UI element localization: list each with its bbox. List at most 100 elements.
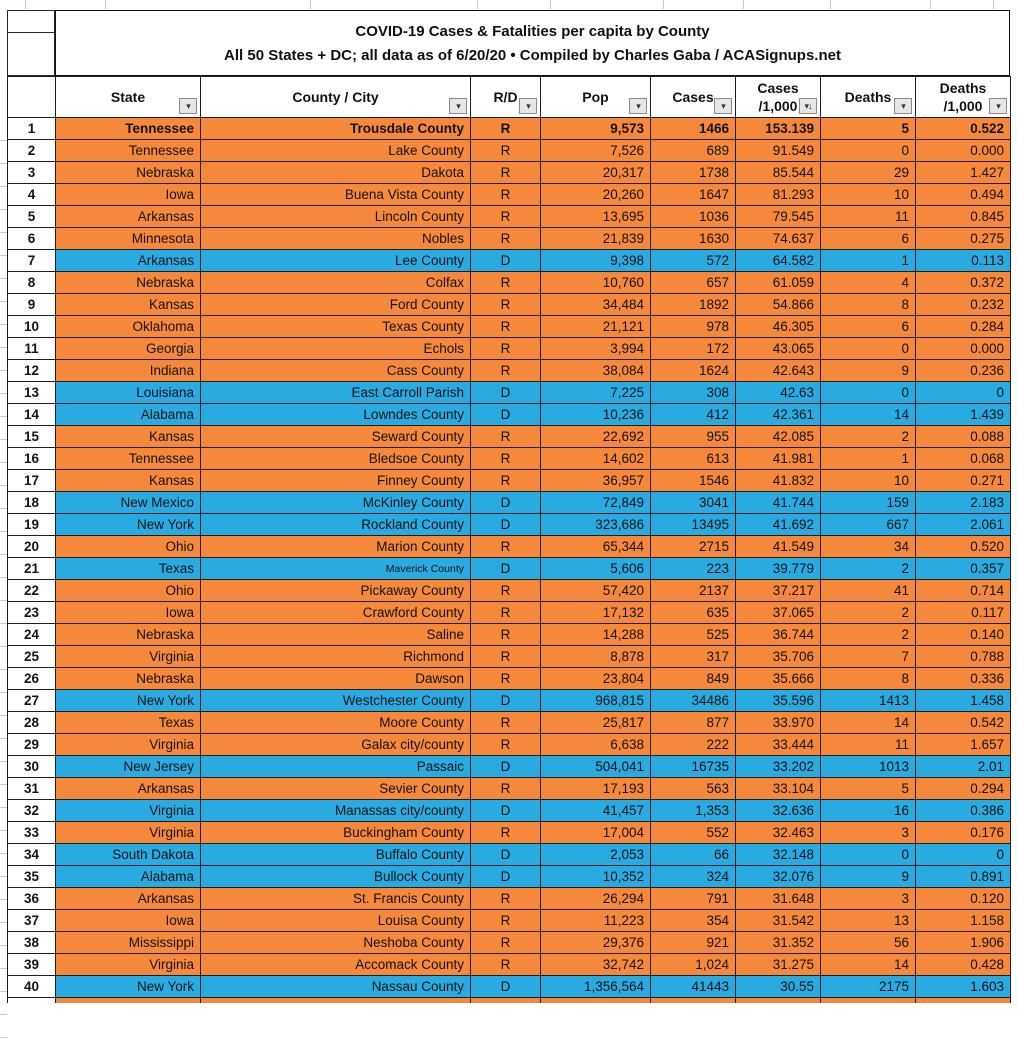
cell-deaths[interactable]: 5	[820, 777, 916, 800]
cell-cases_per_1000[interactable]: 46.305	[735, 315, 821, 338]
cell-pop[interactable]: 1,356,564	[540, 975, 651, 998]
row-number[interactable]	[7, 997, 56, 1003]
column-header-deaths_per_1000[interactable]: Deaths /1,000 ▾	[915, 76, 1011, 118]
cell-deaths[interactable]: 3	[820, 887, 916, 910]
cell-pop[interactable]: 36,957	[540, 469, 651, 492]
cell-deaths_per_1000[interactable]: 0.275	[915, 227, 1011, 250]
cell-partial[interactable]	[915, 997, 1011, 1003]
cell-cases[interactable]: 222	[650, 733, 736, 756]
cell-state[interactable]: Arkansas	[55, 249, 201, 272]
cell-pop[interactable]: 9,573	[540, 117, 651, 140]
cell-cases[interactable]: 223	[650, 557, 736, 580]
cell-county[interactable]: Louisa County	[200, 909, 471, 932]
cell-rd[interactable]: R	[470, 887, 541, 910]
cell-cases[interactable]: 635	[650, 601, 736, 624]
cell-deaths_per_1000[interactable]: 1.439	[915, 403, 1011, 426]
cell-county[interactable]: Finney County	[200, 469, 471, 492]
cell-deaths[interactable]: 667	[820, 513, 916, 536]
cell-cases_per_1000[interactable]: 33.104	[735, 777, 821, 800]
cell-cases[interactable]: 1546	[650, 469, 736, 492]
cell-pop[interactable]: 323,686	[540, 513, 651, 536]
cell-county[interactable]: Buffalo County	[200, 843, 471, 866]
row-number[interactable]: 28	[7, 711, 56, 734]
cell-rd[interactable]: R	[470, 447, 541, 470]
cell-cases[interactable]: 34486	[650, 689, 736, 712]
row-number[interactable]: 4	[7, 183, 56, 206]
cell-rd[interactable]: R	[470, 667, 541, 690]
cell-cases_per_1000[interactable]: 32.148	[735, 843, 821, 866]
cell-deaths_per_1000[interactable]: 0	[915, 381, 1011, 404]
cell-deaths[interactable]: 14	[820, 953, 916, 976]
row-number[interactable]: 14	[7, 403, 56, 426]
cell-partial[interactable]	[55, 997, 201, 1003]
cell-state[interactable]: Arkansas	[55, 205, 201, 228]
row-number[interactable]: 10	[7, 315, 56, 338]
column-header-rd[interactable]: R/D ▾	[470, 76, 541, 118]
cell-deaths[interactable]: 9	[820, 359, 916, 382]
cell-cases_per_1000[interactable]: 153.139	[735, 117, 821, 140]
cell-deaths[interactable]: 1	[820, 249, 916, 272]
cell-cases[interactable]: 1,353	[650, 799, 736, 822]
cell-cases[interactable]: 921	[650, 931, 736, 954]
cell-state[interactable]: Indiana	[55, 359, 201, 382]
cell-cases[interactable]: 2715	[650, 535, 736, 558]
cell-deaths[interactable]: 7	[820, 645, 916, 668]
cell-deaths_per_1000[interactable]: 0	[915, 843, 1011, 866]
cell-cases_per_1000[interactable]: 54.866	[735, 293, 821, 316]
cell-cases_per_1000[interactable]: 42.085	[735, 425, 821, 448]
cell-county[interactable]: Lowndes County	[200, 403, 471, 426]
cell-pop[interactable]: 22,692	[540, 425, 651, 448]
cell-state[interactable]: Alabama	[55, 865, 201, 888]
cell-state[interactable]: Iowa	[55, 909, 201, 932]
cell-state[interactable]: Arkansas	[55, 887, 201, 910]
cell-county[interactable]: Nobles	[200, 227, 471, 250]
cell-county[interactable]: Saline	[200, 623, 471, 646]
cell-county[interactable]: Manassas city/county	[200, 799, 471, 822]
row-number[interactable]: 19	[7, 513, 56, 536]
cell-cases[interactable]: 13495	[650, 513, 736, 536]
cell-cases[interactable]: 849	[650, 667, 736, 690]
cell-state[interactable]: Tennessee	[55, 139, 201, 162]
cell-deaths_per_1000[interactable]: 0.788	[915, 645, 1011, 668]
cell-cases_per_1000[interactable]: 74.637	[735, 227, 821, 250]
row-number[interactable]: 25	[7, 645, 56, 668]
cell-deaths[interactable]: 0	[820, 139, 916, 162]
cell-deaths_per_1000[interactable]: 0.068	[915, 447, 1011, 470]
cell-state[interactable]: Nebraska	[55, 161, 201, 184]
cell-deaths[interactable]: 6	[820, 315, 916, 338]
cell-deaths[interactable]: 2	[820, 425, 916, 448]
cell-rd[interactable]: R	[470, 645, 541, 668]
cell-deaths[interactable]: 0	[820, 337, 916, 360]
cell-pop[interactable]: 7,526	[540, 139, 651, 162]
cell-state[interactable]: Alabama	[55, 403, 201, 426]
cell-rd[interactable]: D	[470, 249, 541, 272]
cell-deaths_per_1000[interactable]: 0.284	[915, 315, 1011, 338]
row-number[interactable]: 24	[7, 623, 56, 646]
cell-rd[interactable]: R	[470, 601, 541, 624]
cell-rd[interactable]: R	[470, 623, 541, 646]
cell-deaths_per_1000[interactable]: 0.386	[915, 799, 1011, 822]
cell-deaths_per_1000[interactable]: 1.427	[915, 161, 1011, 184]
cell-deaths_per_1000[interactable]: 0.176	[915, 821, 1011, 844]
cell-deaths_per_1000[interactable]: 1.603	[915, 975, 1011, 998]
cell-state[interactable]: Virginia	[55, 953, 201, 976]
column-header-deaths[interactable]: Deaths ▾	[820, 76, 916, 118]
cell-cases_per_1000[interactable]: 43.065	[735, 337, 821, 360]
cell-deaths[interactable]: 4	[820, 271, 916, 294]
corner-cell-top[interactable]	[7, 10, 55, 32]
cell-deaths_per_1000[interactable]: 0.372	[915, 271, 1011, 294]
cell-cases_per_1000[interactable]: 31.275	[735, 953, 821, 976]
cell-county[interactable]: McKinley County	[200, 491, 471, 514]
cell-state[interactable]: Kansas	[55, 293, 201, 316]
cell-deaths[interactable]: 34	[820, 535, 916, 558]
cell-partial[interactable]	[650, 997, 736, 1003]
cell-state[interactable]: Nebraska	[55, 271, 201, 294]
cell-state[interactable]: Tennessee	[55, 447, 201, 470]
row-number[interactable]: 21	[7, 557, 56, 580]
cell-county[interactable]: Dakota	[200, 161, 471, 184]
cell-deaths_per_1000[interactable]: 0.428	[915, 953, 1011, 976]
cell-deaths_per_1000[interactable]: 0.336	[915, 667, 1011, 690]
cell-cases_per_1000[interactable]: 31.352	[735, 931, 821, 954]
column-header-pop[interactable]: Pop ▾	[540, 76, 651, 118]
cell-deaths[interactable]: 159	[820, 491, 916, 514]
